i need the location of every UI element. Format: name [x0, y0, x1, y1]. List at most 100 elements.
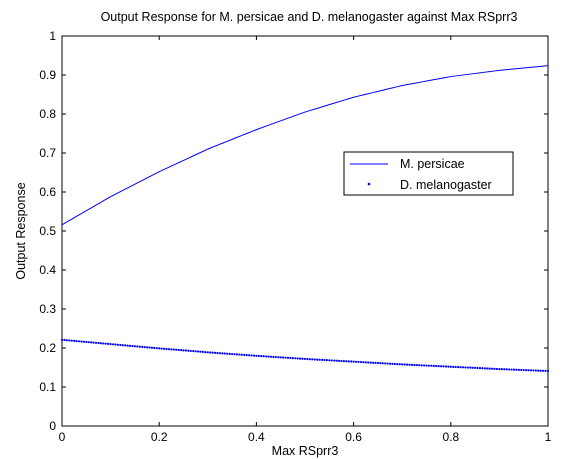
series-point — [235, 353, 239, 356]
y-tick-label: 0.6 — [39, 185, 56, 199]
series-point — [223, 352, 226, 355]
series-point — [213, 351, 217, 354]
series-point — [60, 338, 64, 341]
series-point — [525, 369, 528, 372]
series-dots-d-melanogaster — [60, 338, 550, 373]
series-point — [70, 339, 73, 342]
series-point — [544, 369, 547, 373]
series-point — [476, 366, 479, 370]
y-tick-label: 0.8 — [39, 107, 56, 121]
series-point — [165, 347, 168, 351]
series-point — [362, 361, 365, 364]
series-point — [92, 341, 95, 344]
series-point — [170, 348, 173, 351]
series-point — [121, 344, 124, 347]
series-point — [177, 348, 180, 352]
series-point — [128, 344, 132, 347]
series-point — [461, 366, 465, 369]
series-point — [272, 355, 275, 358]
x-tick-label: 0.6 — [345, 430, 362, 444]
y-tick-label: 0.1 — [39, 380, 56, 394]
series-point — [143, 346, 146, 349]
series-point — [371, 361, 375, 364]
series-point — [248, 354, 251, 357]
legend-swatch-d-melanogaster — [367, 182, 371, 186]
legend-box — [343, 151, 514, 196]
series-point — [311, 358, 314, 361]
series-point — [537, 369, 540, 372]
y-axis-label: Output Response — [14, 182, 28, 279]
series-point — [255, 354, 258, 357]
series-point — [447, 365, 450, 368]
series-point — [216, 351, 219, 355]
series-point — [85, 340, 88, 344]
series-point — [398, 363, 401, 366]
series-point — [267, 355, 270, 358]
series-point — [495, 367, 499, 371]
series-point — [141, 345, 144, 348]
y-tick-label: 0.4 — [39, 263, 56, 277]
series-point — [150, 346, 154, 349]
series-point — [175, 348, 178, 351]
series-point — [153, 346, 156, 350]
series-point — [274, 355, 277, 359]
series-point — [422, 364, 426, 367]
series-point — [260, 355, 263, 358]
y-tick-label: 0.9 — [39, 68, 56, 82]
series-point — [452, 365, 455, 368]
series-point — [408, 363, 411, 366]
series-point — [520, 368, 523, 372]
series-point — [99, 342, 102, 345]
series-point — [102, 342, 105, 345]
series-point — [330, 359, 333, 362]
series-point — [410, 363, 414, 366]
series-point — [77, 340, 81, 343]
series-point — [481, 367, 484, 370]
series-point — [522, 368, 525, 372]
series-point — [464, 366, 467, 369]
series-point — [405, 363, 409, 366]
series-point — [286, 356, 290, 359]
series-point — [503, 368, 506, 371]
y-tick-label: 0 — [49, 419, 56, 433]
y-tick-label: 0.2 — [39, 341, 56, 355]
series-point — [342, 360, 345, 363]
series-point — [294, 357, 297, 360]
series-point — [291, 357, 294, 360]
series-point — [515, 368, 518, 371]
series-point — [211, 351, 214, 354]
series-point — [73, 339, 76, 342]
series-point — [277, 356, 280, 359]
series-point — [381, 362, 384, 365]
series-point — [201, 350, 205, 353]
series-point — [466, 366, 469, 369]
series-point — [364, 361, 367, 364]
series-point — [119, 343, 122, 347]
series-point — [388, 362, 392, 365]
series-point — [204, 351, 207, 354]
series-point — [148, 346, 151, 349]
series-point — [500, 368, 503, 371]
series-point — [512, 368, 516, 371]
series-point — [379, 362, 382, 365]
series-point — [167, 348, 171, 351]
series-point — [126, 344, 129, 347]
series-point — [374, 361, 377, 364]
series-point — [265, 355, 268, 358]
series-point — [243, 353, 246, 357]
series-point — [87, 341, 90, 344]
series-point — [505, 368, 508, 371]
series-point — [231, 352, 234, 356]
series-point — [357, 360, 360, 364]
series-point — [340, 359, 343, 363]
series-point — [352, 360, 355, 363]
series-point — [282, 356, 285, 359]
series-point — [328, 359, 331, 362]
series-point — [393, 362, 397, 366]
series-point — [396, 363, 399, 366]
series-point — [539, 369, 542, 372]
series-point — [240, 353, 243, 356]
series-point — [439, 365, 443, 368]
series-point — [172, 348, 175, 351]
series-point — [206, 351, 209, 354]
